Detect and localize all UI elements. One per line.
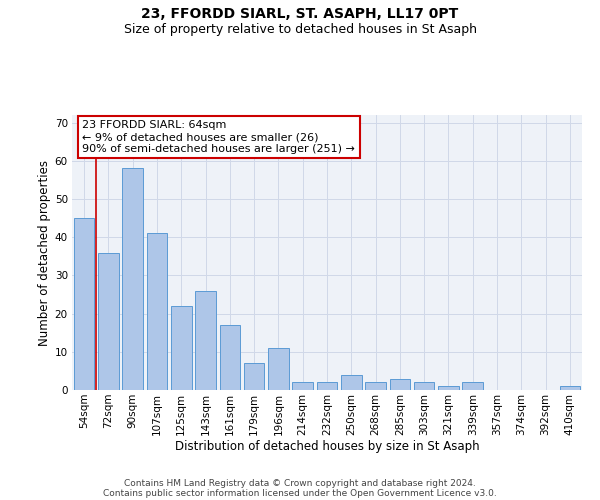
Bar	[414, 382, 434, 390]
Bar	[365, 382, 386, 390]
Bar	[463, 382, 483, 390]
X-axis label: Distribution of detached houses by size in St Asaph: Distribution of detached houses by size …	[175, 440, 479, 454]
Bar	[292, 382, 313, 390]
Bar	[341, 374, 362, 390]
Bar	[389, 378, 410, 390]
Bar	[122, 168, 143, 390]
Bar	[438, 386, 459, 390]
Text: 23 FFORDD SIARL: 64sqm
← 9% of detached houses are smaller (26)
90% of semi-deta: 23 FFORDD SIARL: 64sqm ← 9% of detached …	[82, 120, 355, 154]
Bar	[98, 252, 119, 390]
Text: Contains public sector information licensed under the Open Government Licence v3: Contains public sector information licen…	[103, 488, 497, 498]
Bar	[195, 290, 216, 390]
Bar	[560, 386, 580, 390]
Bar	[171, 306, 191, 390]
Bar	[74, 218, 94, 390]
Bar	[220, 325, 240, 390]
Bar	[268, 348, 289, 390]
Text: Size of property relative to detached houses in St Asaph: Size of property relative to detached ho…	[124, 22, 476, 36]
Bar	[146, 234, 167, 390]
Text: 23, FFORDD SIARL, ST. ASAPH, LL17 0PT: 23, FFORDD SIARL, ST. ASAPH, LL17 0PT	[142, 8, 458, 22]
Text: Contains HM Land Registry data © Crown copyright and database right 2024.: Contains HM Land Registry data © Crown c…	[124, 478, 476, 488]
Bar	[244, 364, 265, 390]
Bar	[317, 382, 337, 390]
Y-axis label: Number of detached properties: Number of detached properties	[38, 160, 50, 346]
